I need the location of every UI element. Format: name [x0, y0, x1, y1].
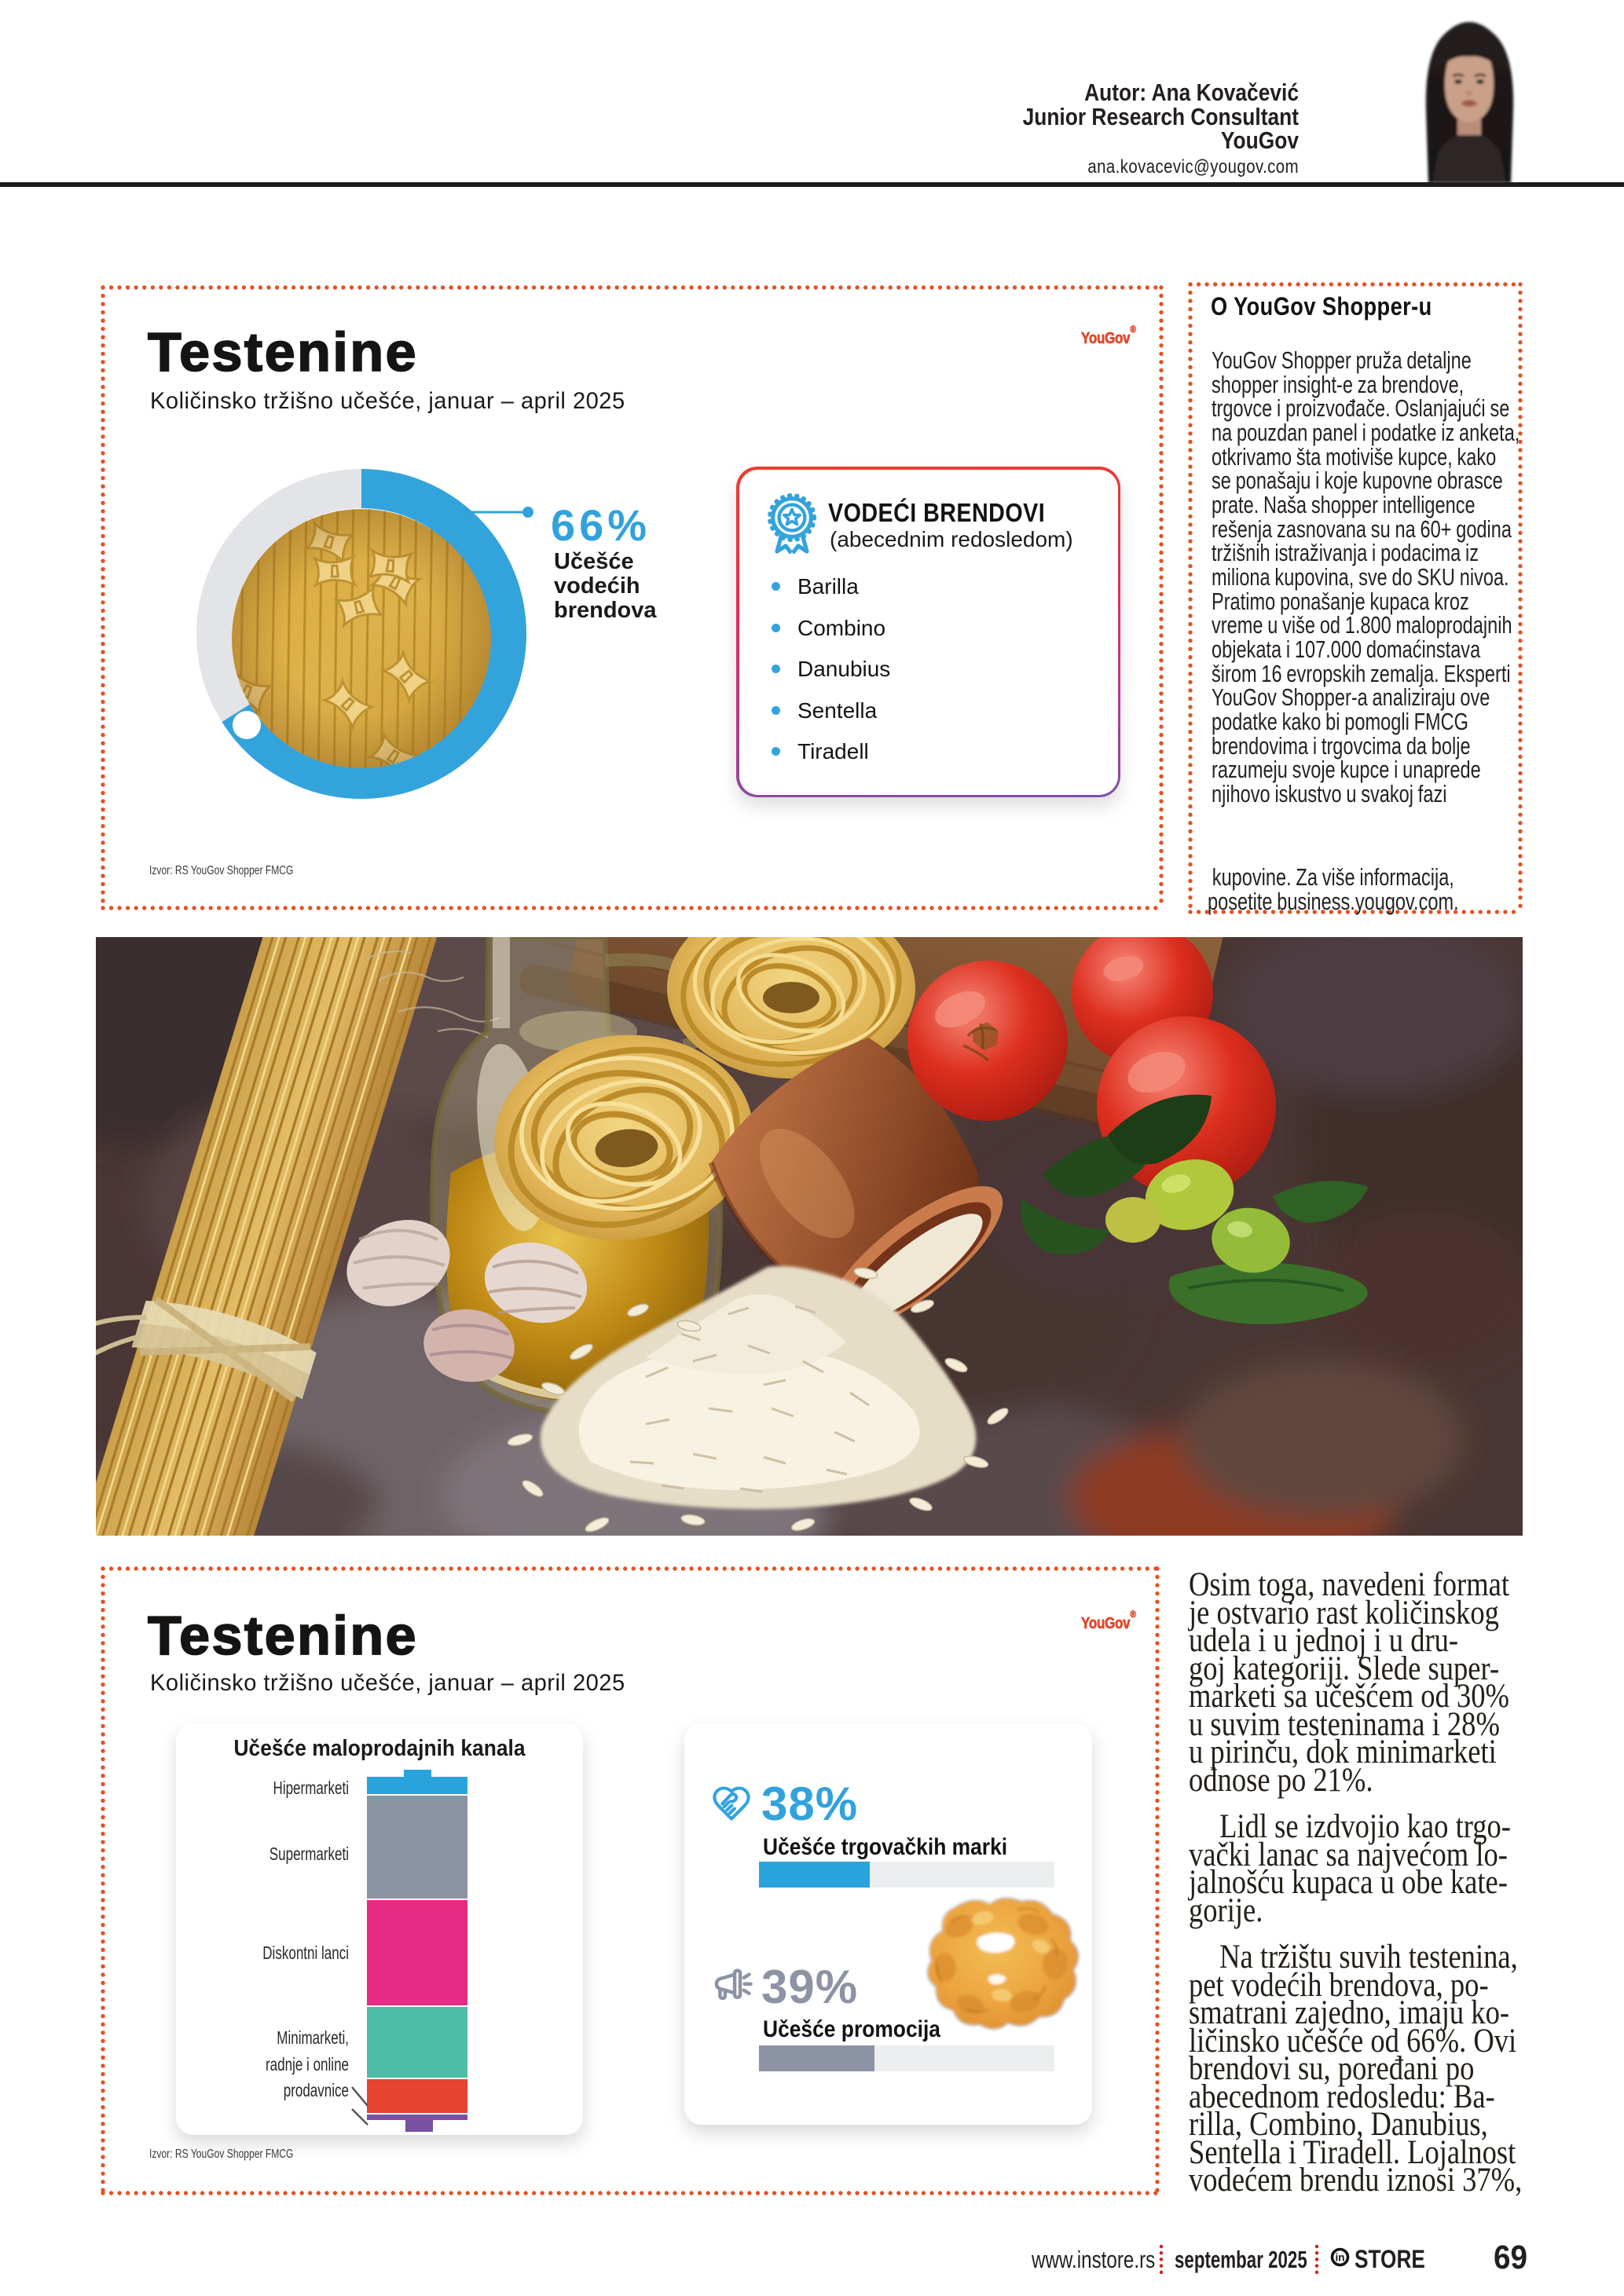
svg-text:in: in	[1336, 2252, 1345, 2264]
